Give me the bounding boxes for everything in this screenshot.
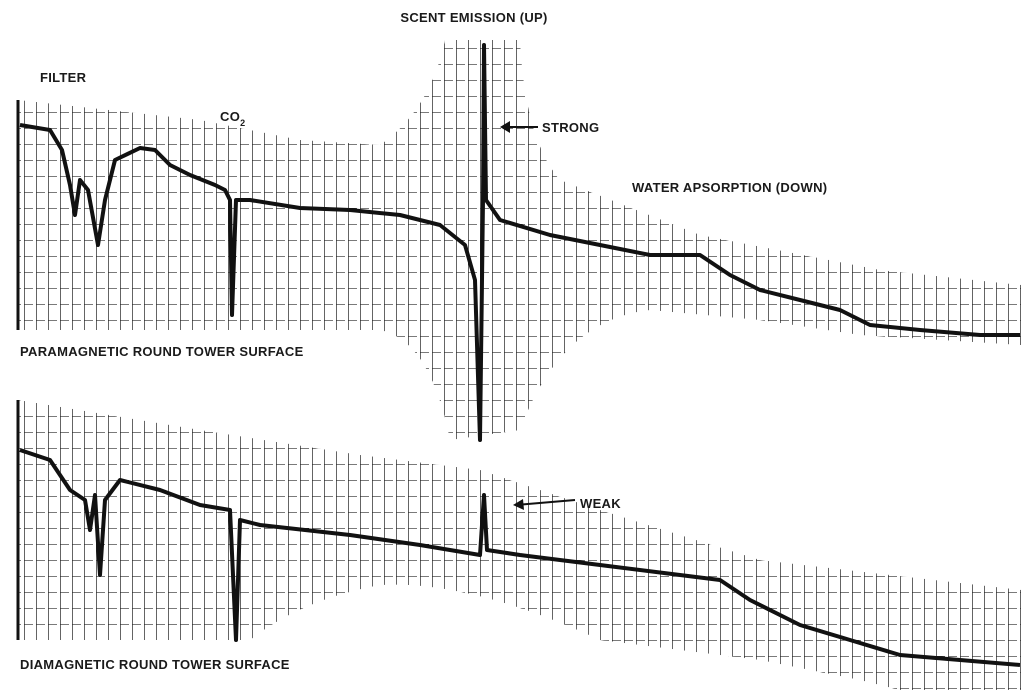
paramagnetic-trace (19, 43, 1020, 442)
strong-arrow (500, 121, 538, 133)
scent-emission-label: SCENT EMISSION (UP) (400, 10, 547, 25)
weak-label: WEAK (580, 496, 621, 511)
diamagnetic-trace (19, 448, 1021, 667)
co2-label: CO2 (220, 109, 245, 128)
diamagnetic-label: DIAMAGNETIC ROUND TOWER SURFACE (20, 657, 290, 672)
bottom-grid (18, 400, 1021, 690)
top-grid (18, 40, 1021, 440)
weak-arrow (513, 499, 576, 510)
co2-subscript: 2 (240, 118, 245, 128)
co2-text: CO (220, 109, 240, 124)
paramagnetic-label: PARAMAGNETIC ROUND TOWER SURFACE (20, 344, 304, 359)
water-absorption-label: WATER APSORPTION (DOWN) (632, 180, 827, 195)
strong-label: STRONG (542, 120, 599, 135)
filter-label: FILTER (40, 70, 87, 85)
